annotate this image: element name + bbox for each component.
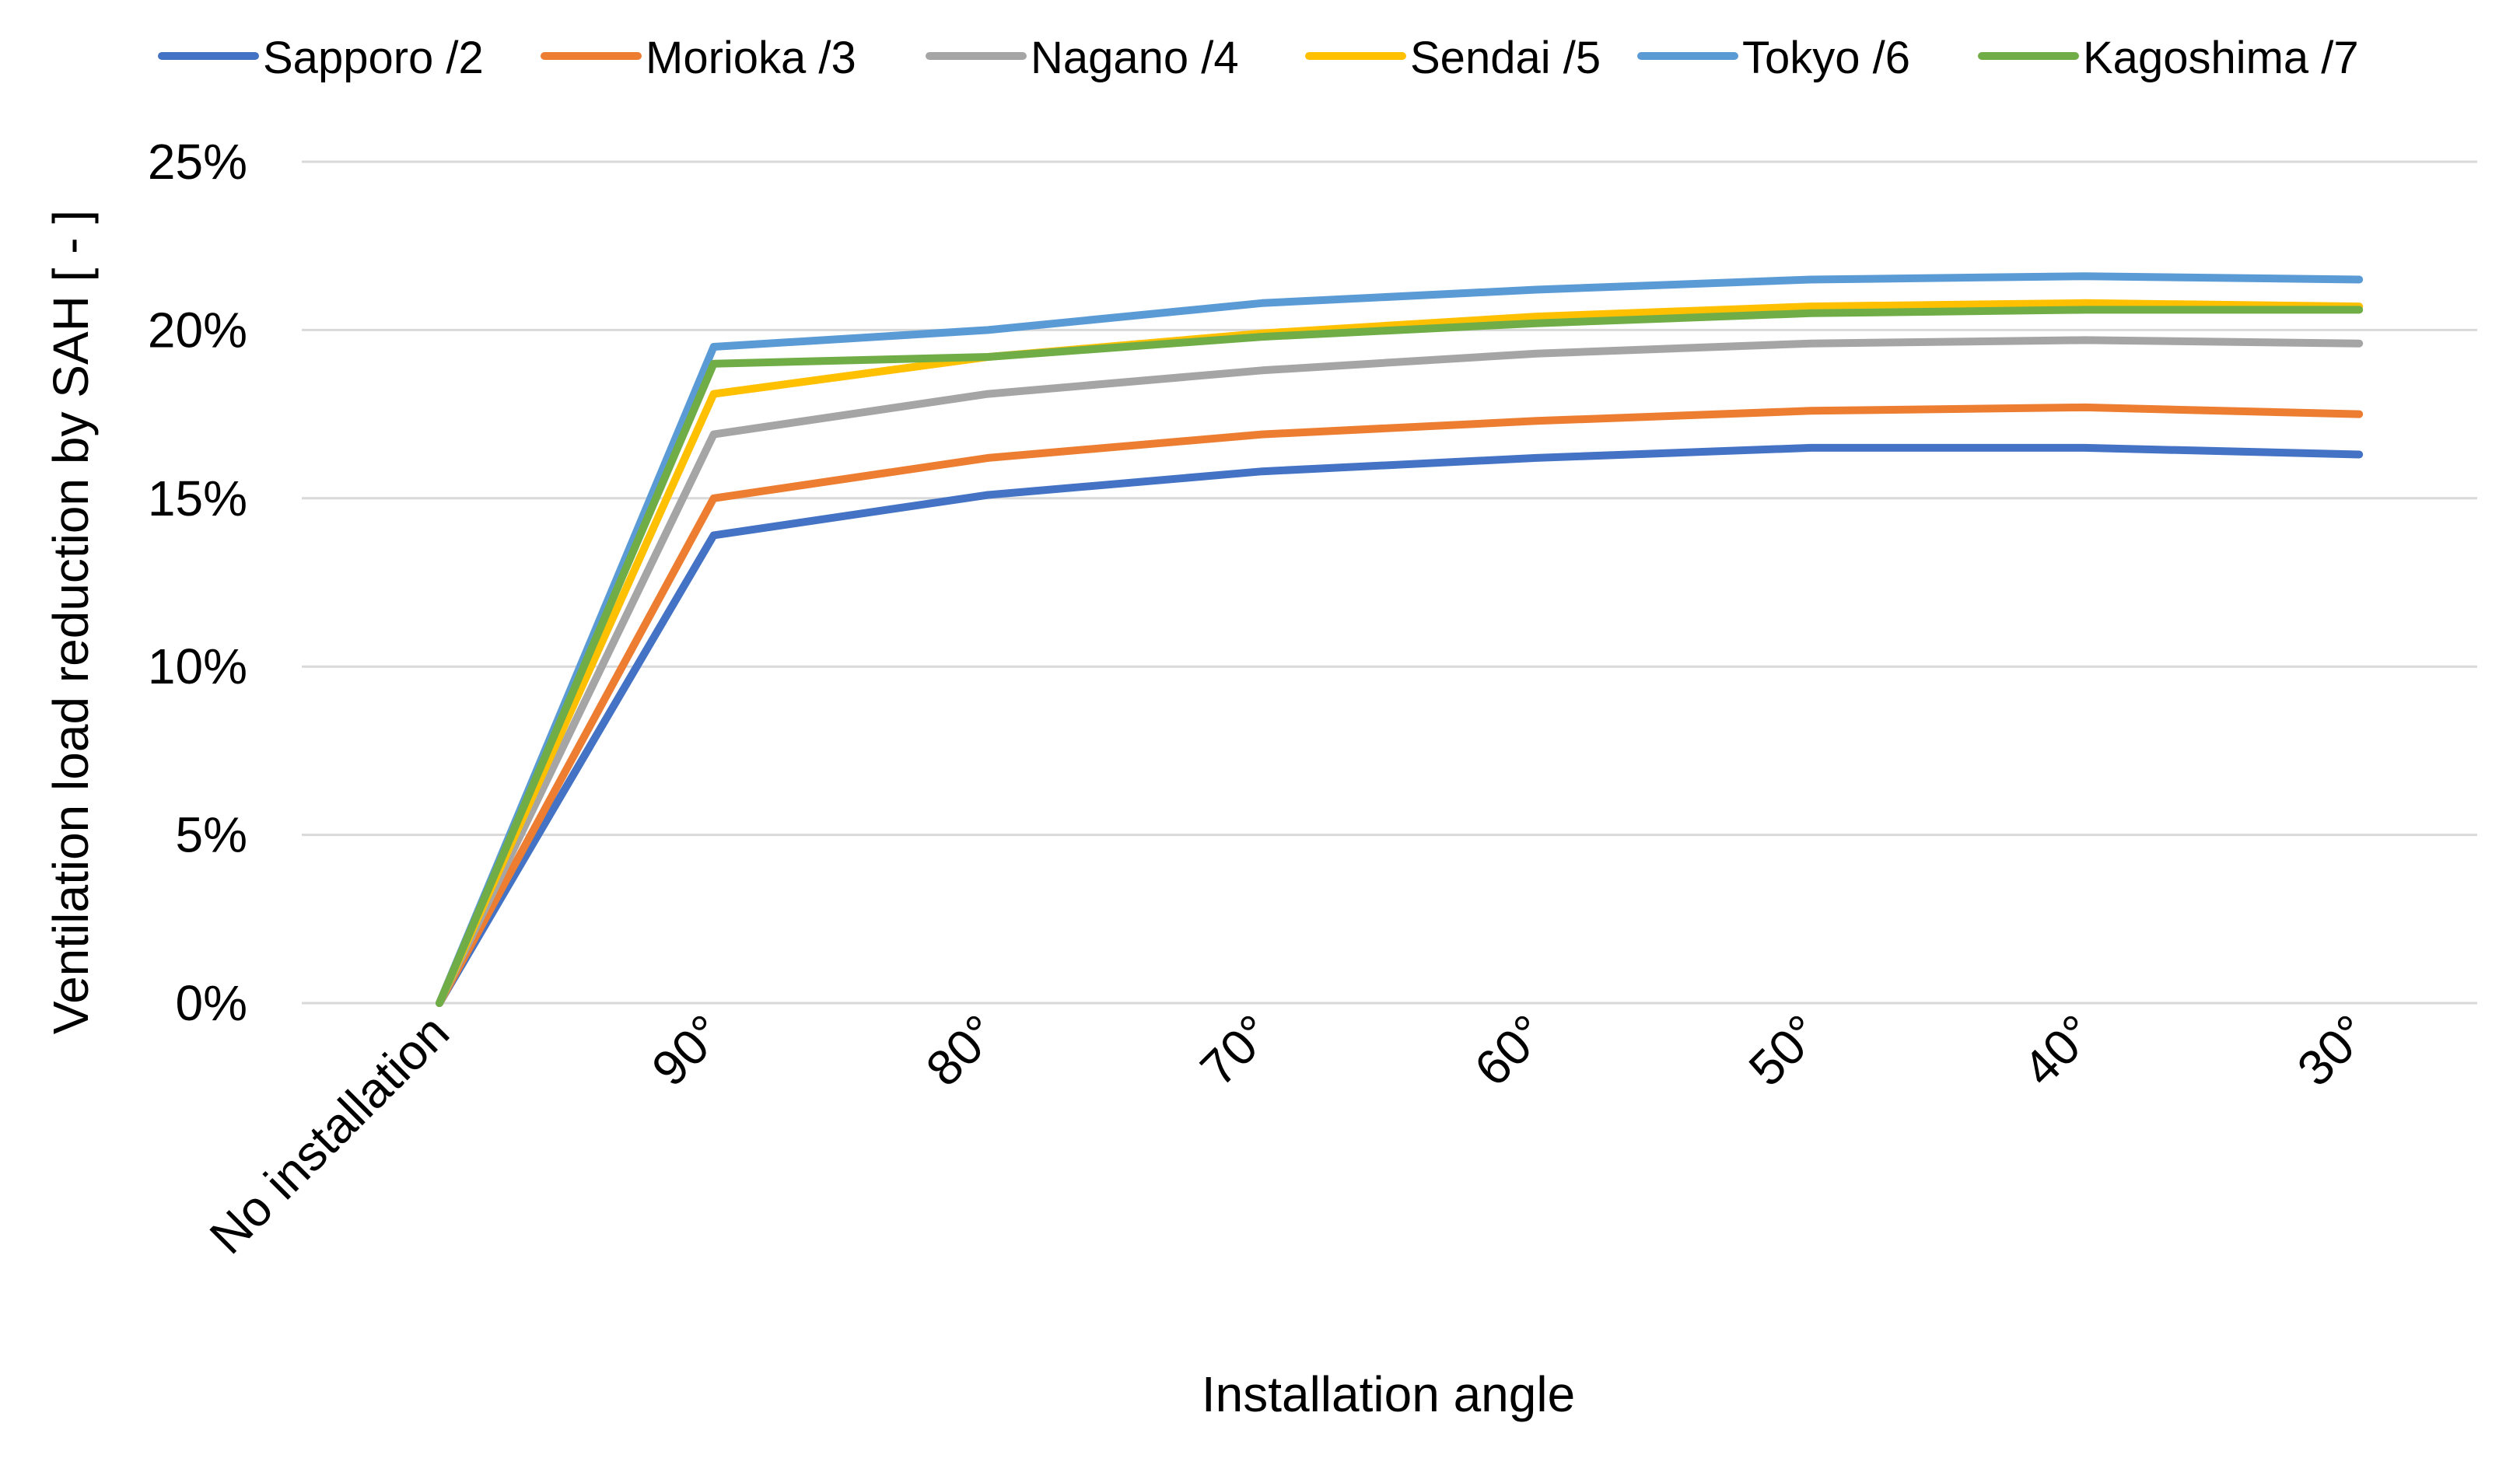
x-axis-ticks: No installation 90° 80° 70° 60° 50° 40° 30° — [199, 1004, 2379, 1264]
legend: Sapporo /2 Morioka /3 Nagano /4 Sendai /5 To… — [158, 33, 2359, 83]
x-tick-label: 50° — [1738, 1004, 1831, 1096]
series-line-kagoshima — [436, 306, 2364, 1007]
y-axis-title: Ventilation load reduction by SAH [ - ] — [43, 210, 99, 1034]
legend-label: Nagano /4 — [1031, 33, 1239, 83]
series-line-sendai — [436, 299, 2364, 1007]
x-tick-label: No installation — [199, 1004, 460, 1264]
y-tick-label: 10% — [148, 638, 247, 694]
series-line-sapporo — [436, 443, 2364, 1007]
series-lines — [436, 272, 2364, 1007]
legend-label: Tokyo /6 — [1742, 33, 1910, 83]
series-line-morioka — [436, 403, 2364, 1007]
series-line-tokyo — [436, 272, 2364, 1007]
x-axis-title: Installation angle — [1202, 1366, 1575, 1422]
x-tick-label: 40° — [2012, 1004, 2105, 1096]
legend-label: Kagoshima /7 — [2083, 33, 2359, 83]
x-tick-label: 30° — [2287, 1004, 2379, 1096]
legend-label: Morioka /3 — [646, 33, 856, 83]
series-line-nagano — [436, 336, 2364, 1007]
x-tick-label: 80° — [915, 1004, 1008, 1096]
y-tick-label: 25% — [148, 134, 247, 190]
x-tick-label: 70° — [1189, 1004, 1282, 1096]
x-tick-label: 90° — [641, 1004, 733, 1096]
y-tick-label: 0% — [176, 975, 248, 1031]
y-tick-label: 15% — [148, 470, 247, 526]
y-tick-label: 20% — [148, 302, 247, 358]
y-tick-label: 5% — [176, 807, 248, 863]
legend-label: Sendai /5 — [1410, 33, 1601, 83]
y-axis-ticks: 0% 5% 10% 15% 20% 25% — [148, 134, 247, 1031]
legend-label: Sapporo /2 — [263, 33, 484, 83]
x-tick-label: 60° — [1464, 1004, 1556, 1096]
